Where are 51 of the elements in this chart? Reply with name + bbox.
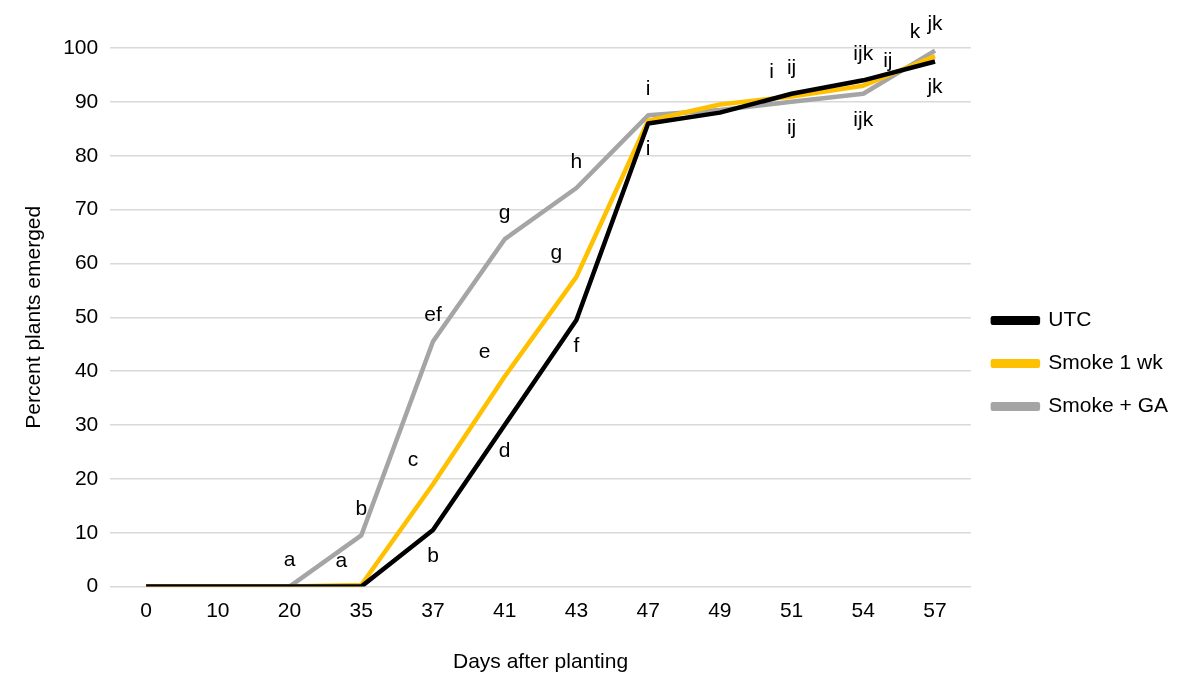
annotation: ijk bbox=[853, 106, 874, 130]
annotation: jk bbox=[926, 11, 944, 35]
y-tick-label: 90 bbox=[74, 88, 99, 112]
x-tick-label: 57 bbox=[923, 598, 947, 621]
y-tick-label: 50 bbox=[74, 304, 99, 328]
x-axis-title: Days after planting bbox=[453, 649, 629, 673]
annotation: c bbox=[407, 447, 419, 471]
x-tick-label: 10 bbox=[206, 598, 230, 621]
annotation: g bbox=[550, 239, 563, 263]
y-tick-label: 80 bbox=[74, 142, 99, 166]
y-tick-label: 30 bbox=[74, 411, 99, 435]
y-tick-label: 0 bbox=[86, 573, 99, 597]
x-tick-label: 54 bbox=[851, 598, 876, 621]
x-tick-label: 0 bbox=[140, 598, 152, 621]
annotation: ijk bbox=[853, 41, 874, 65]
legend-label: Smoke 1 wk bbox=[1048, 350, 1164, 374]
y-tick-label: 70 bbox=[74, 196, 99, 220]
legend-label: Smoke + GA bbox=[1048, 393, 1169, 417]
annotation: a bbox=[283, 547, 296, 571]
annotation: i bbox=[645, 76, 651, 100]
y-tick-label: 100 bbox=[63, 34, 99, 58]
y-axis-title: Percent plants emerged bbox=[21, 205, 45, 429]
legend-label: UTC bbox=[1048, 307, 1092, 331]
annotation: k bbox=[909, 18, 921, 42]
x-tick-label: 35 bbox=[349, 598, 373, 621]
annotation: f bbox=[573, 332, 580, 356]
annotation: b bbox=[355, 496, 368, 520]
x-tick-label: 49 bbox=[708, 598, 732, 621]
annotation: i bbox=[769, 59, 774, 83]
y-tick-label: 10 bbox=[74, 519, 99, 543]
x-tick-label: 37 bbox=[421, 598, 445, 621]
annotation: i bbox=[645, 136, 651, 160]
annotation: e bbox=[478, 339, 491, 363]
annotation: h bbox=[570, 148, 583, 172]
x-tick-label: 20 bbox=[277, 598, 302, 621]
annotation: b bbox=[427, 542, 439, 566]
annotation: ij bbox=[883, 48, 893, 72]
x-tick-label: 51 bbox=[779, 598, 804, 621]
annotation: ef bbox=[424, 302, 442, 326]
annotation: jk bbox=[926, 74, 944, 98]
annotation: ij bbox=[786, 114, 797, 138]
y-tick-label: 60 bbox=[74, 250, 99, 274]
y-tick-label: 40 bbox=[74, 357, 99, 381]
y-tick-label: 20 bbox=[74, 465, 99, 489]
annotation: g bbox=[498, 200, 511, 223]
x-tick-label: 43 bbox=[564, 598, 589, 621]
x-tick-label: 41 bbox=[493, 598, 517, 621]
annotation: a bbox=[335, 547, 348, 571]
x-tick-label: 47 bbox=[636, 598, 660, 621]
annotation: d bbox=[498, 437, 511, 461]
annotation: ij bbox=[786, 54, 797, 78]
